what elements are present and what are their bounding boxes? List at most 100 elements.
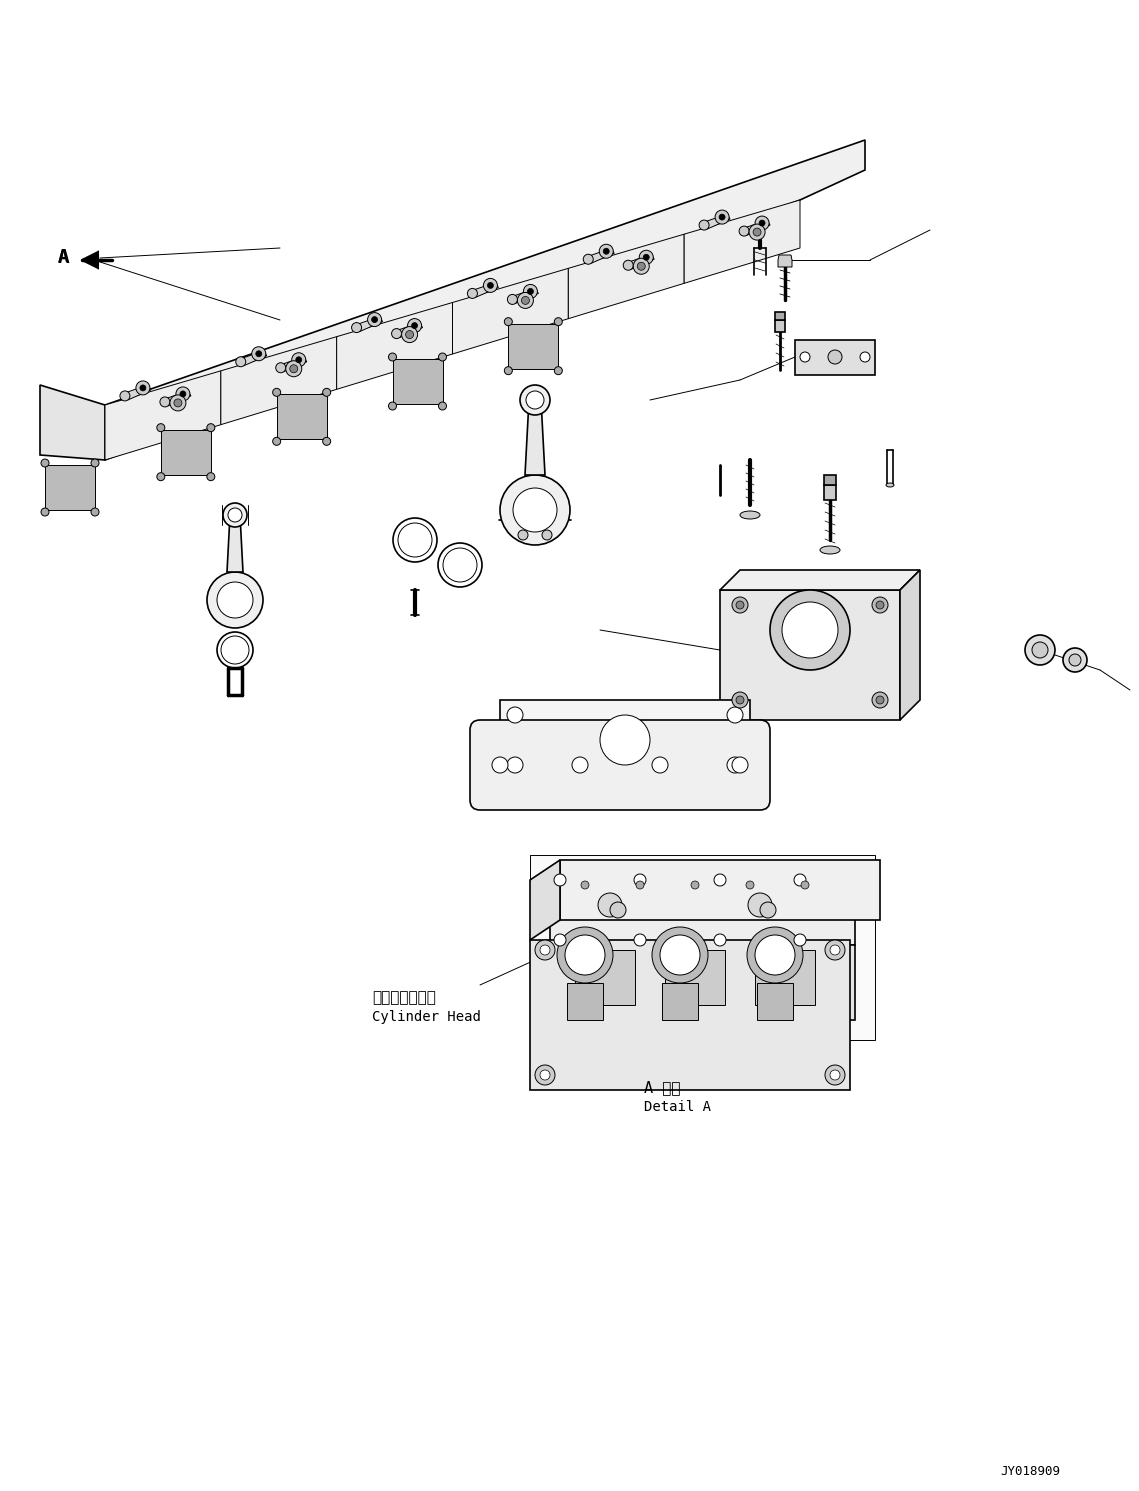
Circle shape [398,523,432,558]
Circle shape [746,881,754,889]
Circle shape [623,261,633,270]
Ellipse shape [820,546,839,555]
Circle shape [652,927,708,983]
Ellipse shape [886,483,894,488]
Circle shape [659,935,700,975]
Polygon shape [567,983,603,1020]
Circle shape [492,757,508,772]
Polygon shape [396,322,423,337]
Circle shape [505,318,513,325]
Circle shape [276,362,286,373]
Circle shape [714,874,726,886]
Circle shape [159,397,170,407]
Circle shape [600,716,650,765]
Polygon shape [525,400,544,476]
Polygon shape [277,394,327,440]
Circle shape [801,881,809,889]
Circle shape [535,939,555,960]
Circle shape [691,881,699,889]
Polygon shape [508,324,558,368]
Text: A: A [58,248,69,267]
Circle shape [513,488,557,532]
Circle shape [507,757,523,772]
Polygon shape [280,356,306,371]
Polygon shape [500,699,749,780]
Circle shape [207,573,263,628]
Circle shape [439,353,446,361]
Circle shape [719,215,726,221]
Circle shape [800,352,810,362]
Circle shape [828,350,842,364]
Circle shape [714,933,726,945]
Text: JY018909: JY018909 [1000,1466,1060,1478]
Circle shape [581,881,589,889]
Circle shape [439,403,446,410]
Circle shape [207,423,215,432]
Circle shape [252,347,265,361]
Circle shape [770,590,850,669]
Circle shape [91,508,99,516]
Circle shape [286,361,302,377]
Circle shape [540,945,550,956]
Circle shape [554,933,566,945]
Circle shape [830,945,839,956]
Circle shape [517,292,533,309]
Circle shape [634,874,646,886]
Polygon shape [165,391,191,406]
Circle shape [368,313,382,327]
Circle shape [557,927,613,983]
Circle shape [207,473,215,480]
Circle shape [825,939,845,960]
Circle shape [860,352,870,362]
Circle shape [715,210,729,224]
Circle shape [522,297,530,304]
Circle shape [175,388,190,401]
Circle shape [228,508,241,522]
Circle shape [322,388,330,397]
Circle shape [507,294,517,304]
Circle shape [408,319,421,332]
Polygon shape [40,385,105,461]
Circle shape [755,935,795,975]
Polygon shape [629,255,654,270]
Ellipse shape [740,511,760,519]
Polygon shape [575,950,636,1005]
Circle shape [405,331,413,338]
Polygon shape [337,303,452,389]
Polygon shape [393,359,442,404]
Circle shape [747,927,803,983]
Circle shape [272,388,280,397]
Polygon shape [560,860,880,920]
Circle shape [760,902,776,918]
Circle shape [727,757,743,772]
Circle shape [542,529,552,540]
Circle shape [157,473,165,480]
Polygon shape [755,950,816,1005]
Polygon shape [720,590,900,720]
Text: A 詳細: A 詳細 [644,1079,680,1094]
Circle shape [221,637,249,663]
Polygon shape [161,429,211,474]
Polygon shape [82,252,98,268]
Circle shape [1032,643,1048,658]
Circle shape [518,529,528,540]
Circle shape [565,935,605,975]
Circle shape [872,596,888,613]
Circle shape [753,228,761,236]
Circle shape [91,459,99,467]
Circle shape [739,227,749,236]
Circle shape [535,1065,555,1085]
Polygon shape [357,316,383,331]
Polygon shape [662,983,698,1020]
FancyBboxPatch shape [470,720,770,810]
Circle shape [140,385,146,391]
Circle shape [636,881,644,889]
Polygon shape [452,268,568,353]
Polygon shape [530,854,875,1041]
Circle shape [157,423,165,432]
Circle shape [876,601,884,608]
Circle shape [487,282,493,288]
Circle shape [736,696,744,704]
Circle shape [526,391,544,409]
Circle shape [604,248,609,255]
